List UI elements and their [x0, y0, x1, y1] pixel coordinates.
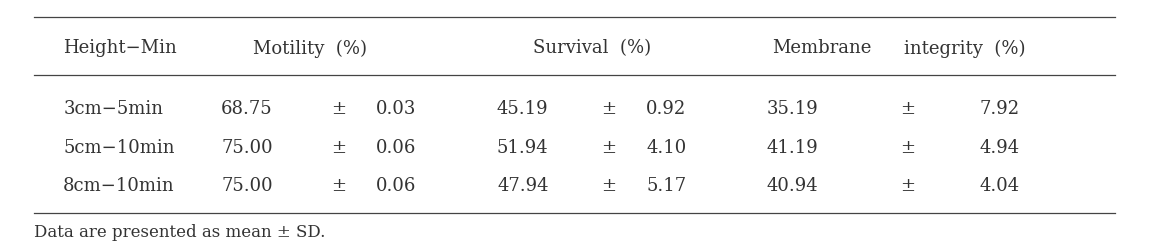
Text: 3cm−5min: 3cm−5min [63, 100, 163, 118]
Text: ±: ± [331, 139, 347, 157]
Text: 35.19: 35.19 [766, 100, 819, 118]
Text: ±: ± [601, 100, 617, 118]
Text: 75.00: 75.00 [222, 139, 272, 157]
Text: Motility  (%): Motility (%) [253, 39, 368, 58]
Text: ±: ± [900, 100, 916, 118]
Text: 47.94: 47.94 [498, 177, 548, 195]
Text: 8cm−10min: 8cm−10min [63, 177, 175, 195]
Text: Height−Min: Height−Min [63, 39, 177, 57]
Text: 68.75: 68.75 [222, 100, 272, 118]
Text: integrity  (%): integrity (%) [904, 39, 1026, 58]
Text: ±: ± [900, 139, 916, 157]
Text: Survival  (%): Survival (%) [533, 39, 650, 57]
Text: 40.94: 40.94 [768, 177, 818, 195]
Text: ±: ± [331, 100, 347, 118]
Text: 75.00: 75.00 [222, 177, 272, 195]
Text: Membrane: Membrane [772, 39, 871, 57]
Text: 5cm−10min: 5cm−10min [63, 139, 175, 157]
Text: 4.04: 4.04 [980, 177, 1019, 195]
Text: ±: ± [601, 139, 617, 157]
Text: ±: ± [601, 177, 617, 195]
Text: 0.06: 0.06 [376, 139, 417, 157]
Text: 41.19: 41.19 [766, 139, 819, 157]
Text: 51.94: 51.94 [498, 139, 548, 157]
Text: Data are presented as mean ± SD.: Data are presented as mean ± SD. [34, 224, 326, 241]
Text: 5.17: 5.17 [647, 177, 686, 195]
Text: 4.94: 4.94 [980, 139, 1019, 157]
Text: 45.19: 45.19 [498, 100, 548, 118]
Text: ±: ± [900, 177, 916, 195]
Text: ±: ± [331, 177, 347, 195]
Text: 0.92: 0.92 [646, 100, 687, 118]
Text: 4.10: 4.10 [646, 139, 687, 157]
Text: 7.92: 7.92 [980, 100, 1019, 118]
Text: 0.03: 0.03 [376, 100, 417, 118]
Text: 0.06: 0.06 [376, 177, 417, 195]
